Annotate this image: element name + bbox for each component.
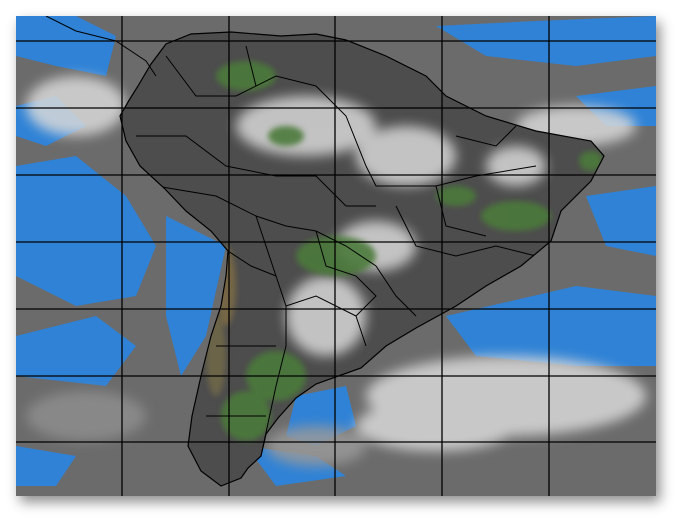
satellite-map: [16, 16, 656, 496]
borders: [136, 45, 537, 457]
satellite-image-frame: [16, 16, 656, 496]
lat-lon-grid: [16, 16, 656, 496]
coastline: [119, 31, 605, 487]
